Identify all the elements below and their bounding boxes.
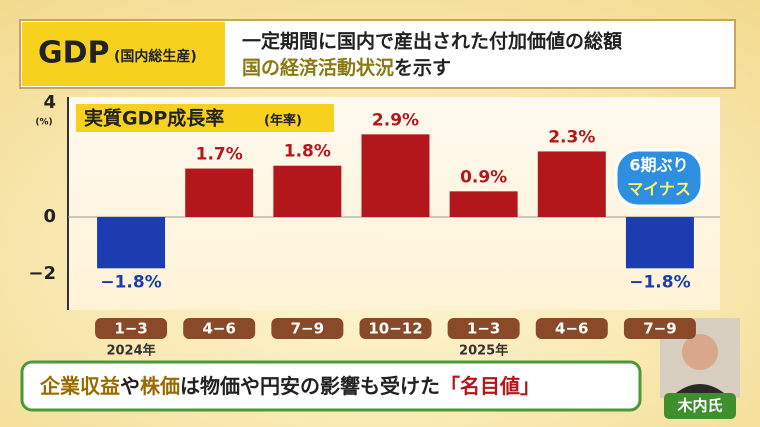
header-rest: を示す — [394, 57, 451, 79]
value-label: −1.8% — [100, 272, 161, 292]
chart-title-box — [76, 104, 334, 132]
chart-title: 実質GDP成長率 — [84, 107, 224, 130]
category-box — [535, 318, 608, 339]
x-tick-label: 1−3 — [467, 320, 500, 338]
year-label: 2024年 — [106, 343, 155, 359]
caption-box — [20, 360, 642, 412]
x-tick-label: 10−12 — [368, 320, 422, 338]
x-tick-label: 4−6 — [202, 320, 235, 338]
bar — [185, 168, 254, 217]
header-title-note: (国内総生産) — [114, 48, 197, 65]
face — [682, 334, 718, 370]
value-label: 1.8% — [284, 142, 331, 162]
badge-line1: 6期ぶり — [629, 156, 688, 175]
speaker-name: 木内氏 — [676, 397, 722, 415]
value-label: 2.9% — [372, 110, 419, 130]
badge-line2: マイナス — [627, 180, 691, 199]
caption-part1: 企業収益 — [39, 374, 120, 398]
caption: 企業収益や株価は物価や円安の影響も受けた「名目値」 — [39, 374, 540, 398]
badge: 6期ぶり マイナス — [614, 148, 704, 208]
bar — [273, 165, 342, 217]
caption-part4: は物価や円安の影響も受けた — [180, 374, 440, 398]
caption-part3: 株価 — [140, 374, 180, 398]
header-highlight: 国の経済活動状況 — [242, 56, 394, 79]
x-tick-label: 1−3 — [114, 320, 147, 338]
y-tick-label: −2 — [28, 263, 56, 284]
value-label: 2.3% — [548, 127, 595, 147]
value-label: 1.7% — [196, 145, 243, 165]
header-line2: 国の経済活動状況を示す — [242, 56, 451, 79]
caption-part5: 「名目値」 — [440, 374, 540, 398]
value-label: 0.9% — [460, 167, 507, 187]
x-tick-label: 7−9 — [291, 320, 324, 338]
header-title: GDP — [38, 36, 110, 71]
chart-title-note: (年率) — [264, 113, 302, 129]
bar — [449, 191, 518, 217]
category-box — [623, 318, 696, 339]
speaker-box — [664, 393, 736, 419]
y-tick-label: 4 — [43, 92, 56, 113]
category-box — [359, 318, 432, 339]
caption-part2: や — [120, 374, 140, 398]
category-box — [183, 318, 256, 339]
year-label: 2025年 — [459, 343, 508, 359]
bar — [97, 217, 166, 269]
header-title-box — [22, 22, 225, 86]
header-line1: 一定期間に国内で産出された付加価値の総額 — [242, 30, 622, 53]
x-tick-label: 7−9 — [643, 320, 676, 338]
badge-bg — [614, 148, 704, 208]
bar — [537, 151, 606, 217]
bar — [361, 134, 430, 217]
y-tick-label: 0 — [43, 206, 56, 227]
bar — [625, 217, 694, 269]
x-tick-label: 4−6 — [555, 320, 588, 338]
value-label: −1.8% — [629, 272, 690, 292]
category-box — [95, 318, 168, 339]
y-unit: (%) — [35, 118, 52, 128]
category-box — [271, 318, 344, 339]
category-box — [447, 318, 520, 339]
